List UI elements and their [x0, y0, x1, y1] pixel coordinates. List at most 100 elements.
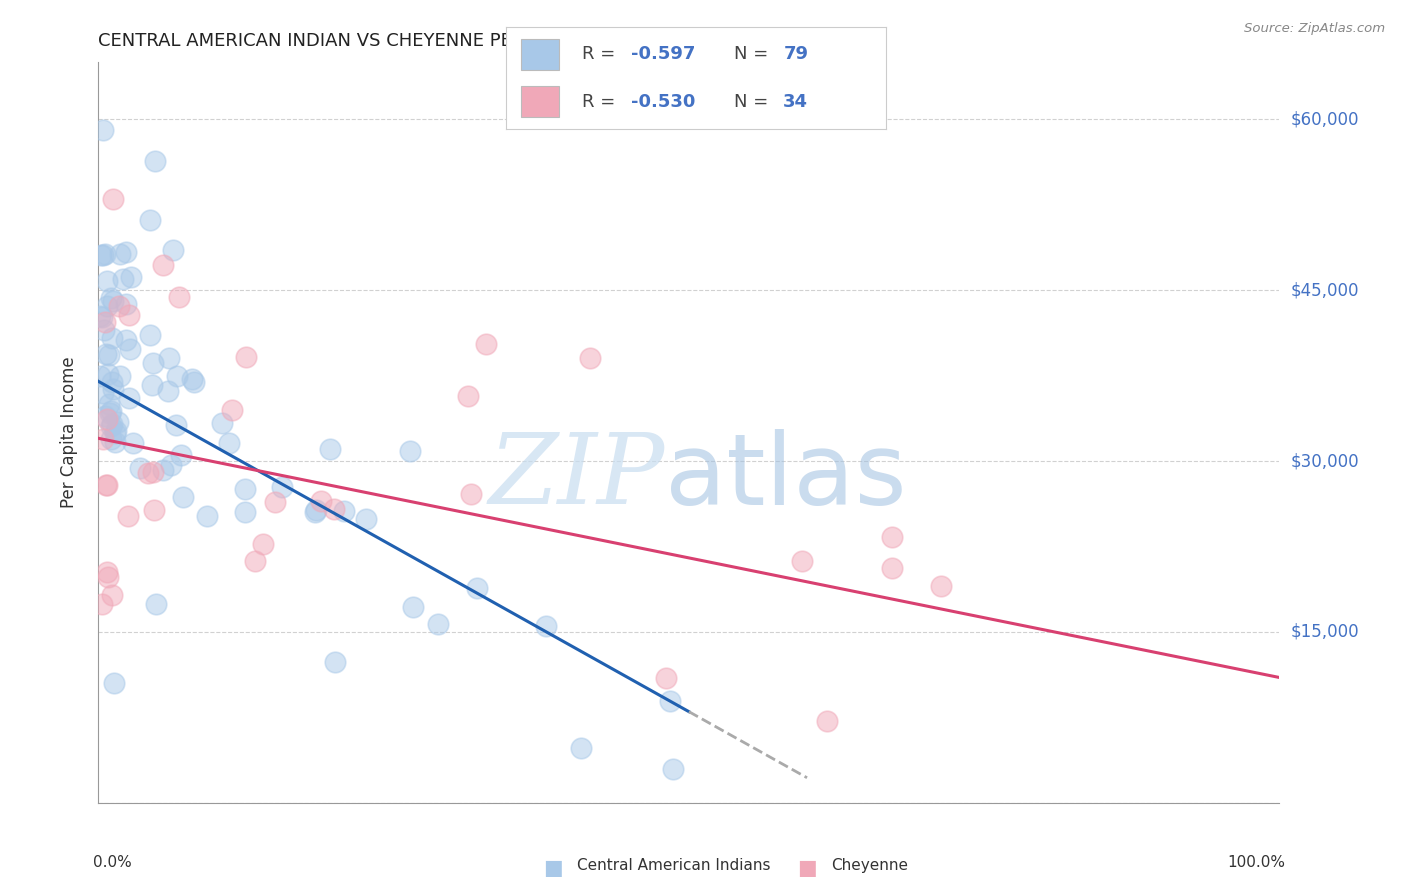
Point — [323, 656, 346, 670]
Point — [93, 323, 115, 337]
Point — [165, 417, 187, 432]
Point — [159, 458, 181, 473]
Point — [101, 192, 124, 206]
Point — [815, 714, 838, 728]
Point — [91, 433, 114, 447]
Text: -0.530: -0.530 — [631, 93, 696, 111]
Point — [108, 369, 131, 384]
Point — [141, 378, 163, 392]
Point — [115, 297, 138, 311]
Y-axis label: Per Capita Income: Per Capita Income — [59, 357, 77, 508]
Point — [104, 426, 127, 441]
Point — [120, 269, 142, 284]
Point — [332, 504, 354, 518]
Point — [143, 503, 166, 517]
Point — [882, 561, 904, 575]
Point — [252, 537, 274, 551]
Point — [100, 418, 122, 433]
Point — [579, 351, 602, 365]
Point — [319, 442, 342, 456]
Text: Source: ZipAtlas.com: Source: ZipAtlas.com — [1244, 22, 1385, 36]
Text: N =: N = — [734, 45, 773, 63]
Point — [233, 505, 256, 519]
Point — [323, 501, 346, 516]
Point — [108, 247, 131, 261]
Text: Central American Indians: Central American Indians — [576, 858, 770, 873]
Point — [211, 416, 233, 430]
Point — [112, 271, 135, 285]
Point — [136, 466, 159, 480]
Point — [91, 385, 114, 400]
Point — [91, 123, 114, 137]
Point — [91, 248, 114, 262]
Point — [96, 412, 118, 426]
Point — [101, 293, 124, 308]
Point — [114, 245, 136, 260]
FancyBboxPatch shape — [522, 87, 560, 117]
Text: ■: ■ — [797, 858, 817, 879]
Text: -0.597: -0.597 — [631, 45, 696, 63]
Text: $45,000: $45,000 — [1291, 281, 1360, 299]
Point — [152, 463, 174, 477]
Point — [103, 676, 125, 690]
Point — [354, 512, 377, 526]
Point — [309, 493, 332, 508]
Point — [929, 579, 952, 593]
Point — [157, 384, 180, 398]
Point — [118, 309, 141, 323]
Point — [94, 477, 117, 491]
Point — [218, 436, 240, 450]
Text: R =: R = — [582, 45, 621, 63]
Text: $60,000: $60,000 — [1291, 111, 1360, 128]
Point — [122, 436, 145, 450]
Point — [143, 154, 166, 169]
Point — [97, 570, 120, 584]
Text: CENTRAL AMERICAN INDIAN VS CHEYENNE PER CAPITA INCOME CORRELATION CHART: CENTRAL AMERICAN INDIAN VS CHEYENNE PER … — [98, 32, 872, 50]
Point — [475, 337, 498, 351]
Point — [271, 480, 294, 494]
Point — [91, 310, 114, 324]
Point — [101, 589, 124, 603]
Point — [658, 694, 681, 708]
Point — [180, 372, 202, 386]
Point — [91, 597, 114, 611]
Point — [118, 391, 141, 405]
Point — [457, 389, 479, 403]
Point — [183, 376, 205, 390]
Point — [569, 740, 592, 755]
Point — [139, 213, 162, 227]
Point — [89, 309, 111, 323]
Point — [221, 403, 243, 417]
Point — [460, 487, 482, 501]
Text: R =: R = — [582, 93, 621, 111]
Point — [101, 417, 124, 432]
Text: 100.0%: 100.0% — [1227, 855, 1285, 870]
Text: atlas: atlas — [665, 428, 907, 525]
Text: ZIP: ZIP — [489, 429, 665, 524]
Point — [96, 299, 118, 313]
Text: 34: 34 — [783, 93, 808, 111]
Text: $15,000: $15,000 — [1291, 623, 1360, 641]
Point — [162, 244, 184, 258]
Point — [129, 461, 152, 475]
Point — [97, 397, 120, 411]
Point — [305, 503, 328, 517]
Point — [169, 290, 191, 304]
Text: ■: ■ — [543, 858, 562, 879]
Text: Cheyenne: Cheyenne — [831, 858, 908, 873]
Point — [882, 530, 904, 544]
Point — [304, 505, 326, 519]
Point — [401, 599, 423, 614]
Point — [115, 333, 138, 347]
Point — [117, 508, 139, 523]
Point — [145, 598, 167, 612]
Point — [108, 299, 131, 313]
Point — [89, 369, 111, 384]
Point — [96, 274, 118, 288]
FancyBboxPatch shape — [522, 39, 560, 70]
Point — [243, 554, 266, 568]
Point — [790, 553, 813, 567]
Point — [96, 565, 118, 579]
Text: 79: 79 — [783, 45, 808, 63]
Point — [138, 328, 160, 343]
